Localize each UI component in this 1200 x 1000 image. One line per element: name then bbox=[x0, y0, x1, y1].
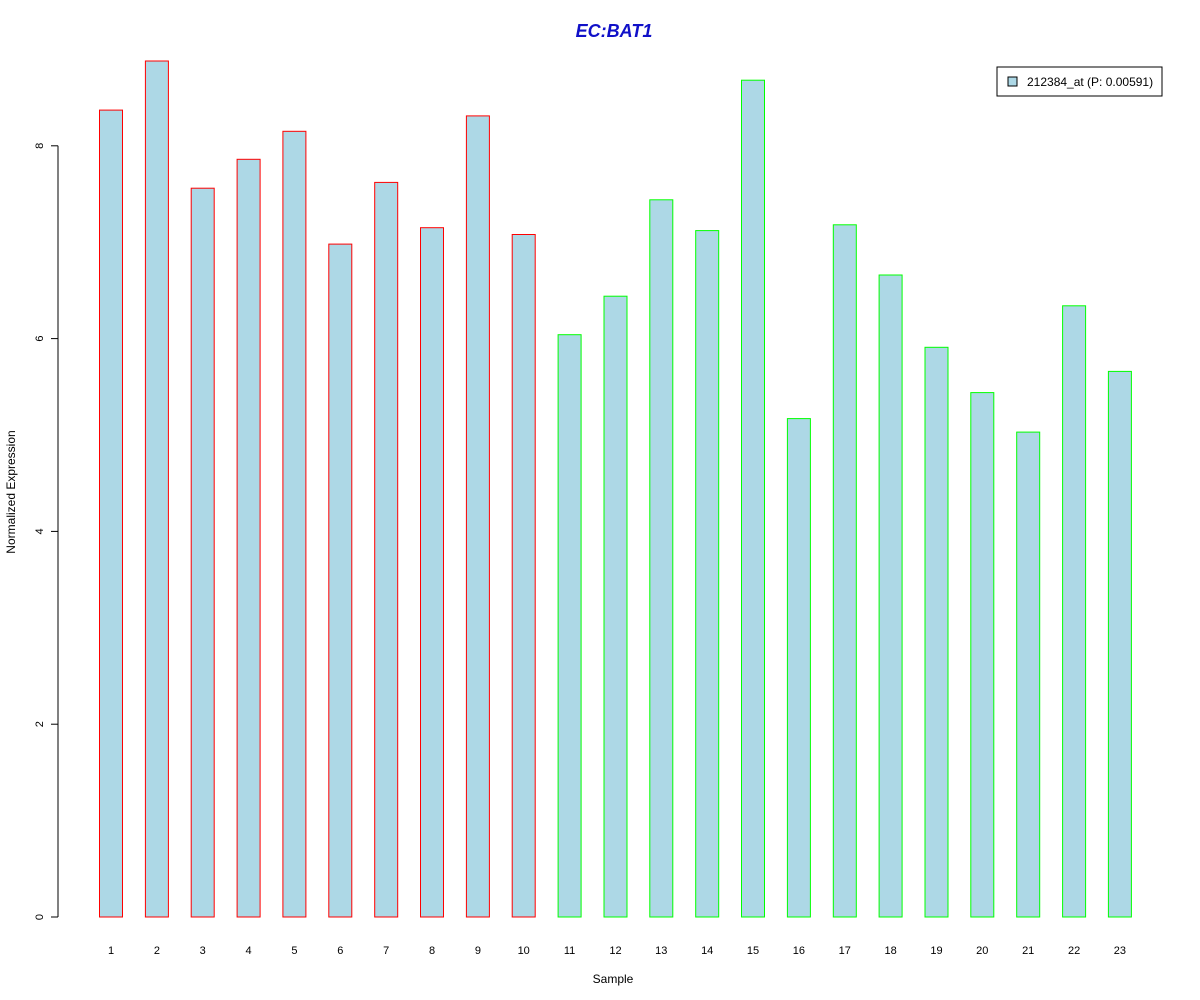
x-tick-label: 6 bbox=[337, 945, 343, 957]
x-tick-label: 17 bbox=[839, 945, 851, 957]
bar-sample-8 bbox=[420, 227, 444, 918]
x-tick-label: 23 bbox=[1114, 945, 1126, 957]
legend-label: 212384_at (P: 0.00591) bbox=[1027, 75, 1153, 89]
bar-sample-20 bbox=[970, 392, 995, 918]
x-tick-label: 12 bbox=[609, 945, 621, 957]
bar-sample-12 bbox=[603, 295, 628, 918]
x-tick-label: 15 bbox=[747, 945, 759, 957]
bar-sample-22 bbox=[1062, 305, 1087, 918]
x-tick-label: 3 bbox=[200, 945, 206, 957]
bar-sample-3 bbox=[190, 187, 215, 918]
bar-sample-14 bbox=[695, 230, 720, 918]
x-tick-label: 21 bbox=[1022, 945, 1034, 957]
x-tick-label: 9 bbox=[475, 945, 481, 957]
x-tick-label: 11 bbox=[564, 945, 575, 957]
chart-title: EC:BAT1 bbox=[576, 21, 653, 41]
bar-sample-4 bbox=[236, 158, 261, 918]
bar-sample-16 bbox=[786, 418, 811, 918]
bar-sample-1 bbox=[99, 109, 123, 918]
bar-sample-18 bbox=[878, 274, 903, 918]
bar-sample-6 bbox=[328, 243, 353, 918]
x-tick-label: 18 bbox=[884, 945, 896, 957]
x-tick-label: 10 bbox=[518, 945, 530, 957]
x-tick-label: 20 bbox=[976, 945, 988, 957]
legend: 212384_at (P: 0.00591) bbox=[996, 66, 1163, 97]
x-axis-label: Sample bbox=[593, 972, 634, 986]
x-tick-label: 7 bbox=[383, 945, 389, 957]
y-tick-label: 0 bbox=[34, 914, 46, 920]
bar-sample-15 bbox=[741, 79, 765, 918]
y-tick-label: 8 bbox=[34, 143, 46, 149]
bar-sample-11 bbox=[557, 334, 582, 918]
y-tick-label: 6 bbox=[34, 336, 46, 342]
y-tick-label: 2 bbox=[34, 721, 46, 727]
bar-sample-13 bbox=[649, 199, 674, 918]
x-tick-label: 2 bbox=[154, 945, 160, 957]
legend-box bbox=[996, 66, 1163, 97]
bar-sample-23 bbox=[1107, 370, 1132, 918]
bar-sample-21 bbox=[1016, 431, 1041, 918]
legend-swatch bbox=[1007, 76, 1018, 87]
x-tick-label: 1 bbox=[108, 945, 114, 957]
y-axis-label: Normalized Expression bbox=[4, 430, 18, 553]
x-tick-label: 8 bbox=[429, 945, 435, 957]
bar-sample-19 bbox=[924, 346, 949, 918]
x-tick-label: 13 bbox=[655, 945, 667, 957]
y-tick-label: 4 bbox=[34, 528, 46, 534]
bar-sample-2 bbox=[144, 60, 169, 918]
x-tick-label: 22 bbox=[1068, 945, 1080, 957]
bar-sample-9 bbox=[465, 115, 490, 918]
bar-sample-17 bbox=[832, 224, 857, 918]
x-tick-label: 19 bbox=[930, 945, 942, 957]
bar-sample-10 bbox=[511, 234, 536, 918]
x-tick-label: 14 bbox=[701, 945, 713, 957]
x-axis-tick-labels: 1 2 3 4 5 6 7 8 9 10 11 12 13 14 15 16 17 18 19 20 21 22 23 bbox=[108, 945, 1126, 957]
y-axis: 0 2 4 6 8 bbox=[34, 143, 59, 920]
x-tick-label: 16 bbox=[793, 945, 805, 957]
x-tick-label: 4 bbox=[246, 945, 252, 957]
bar-sample-5 bbox=[282, 130, 307, 918]
x-tick-label: 5 bbox=[291, 945, 297, 957]
bar-sample-7 bbox=[374, 181, 399, 918]
bars-group bbox=[99, 60, 1132, 918]
